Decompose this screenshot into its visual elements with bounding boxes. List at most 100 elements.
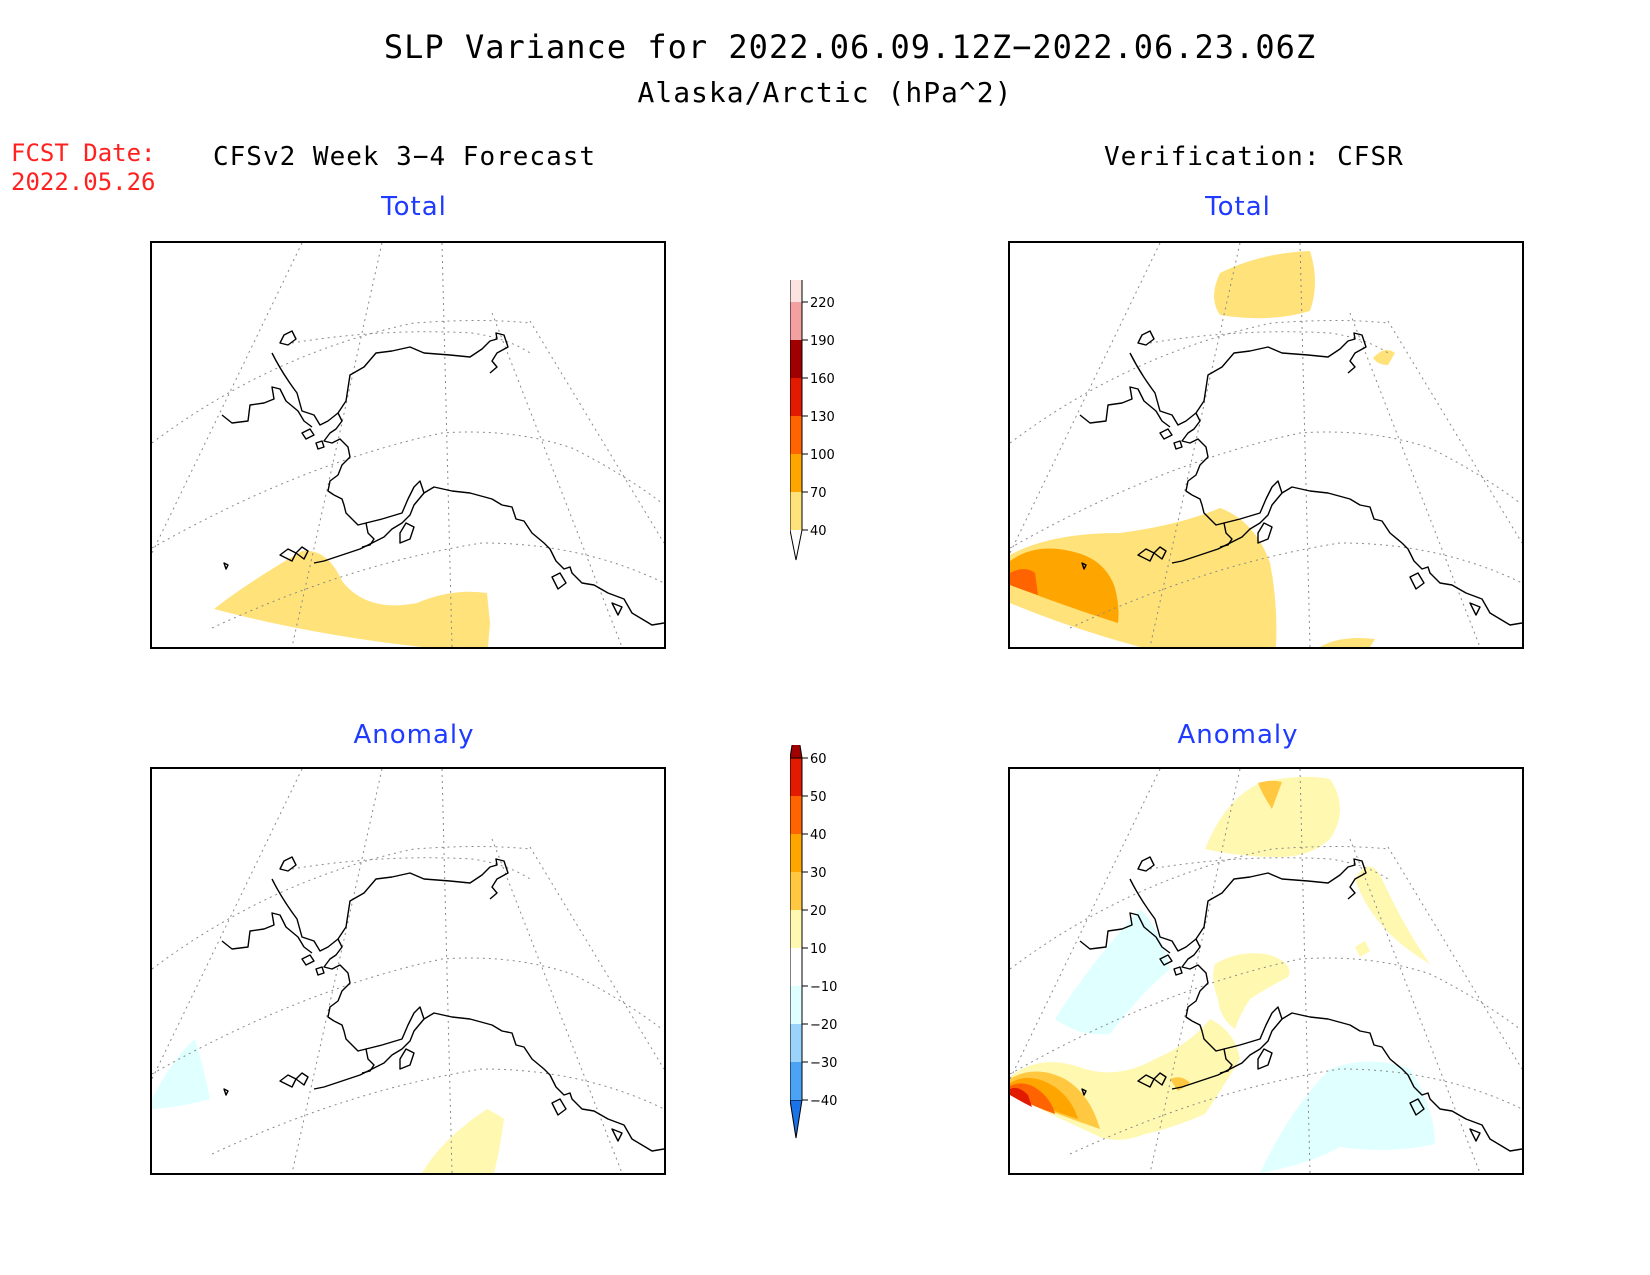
anom-10-20-region bbox=[422, 1109, 504, 1173]
coastline-segment bbox=[279, 856, 297, 872]
anom-50-60 bbox=[1010, 1087, 1032, 1107]
forecast-total-map bbox=[150, 241, 666, 649]
verification-total-map bbox=[1008, 241, 1524, 649]
anom-10-20-north bbox=[1205, 776, 1340, 857]
coastline-segment bbox=[1409, 1098, 1425, 1116]
coastline-segment bbox=[611, 602, 623, 616]
colorbar-segment bbox=[790, 796, 802, 834]
verification-anomaly-svg bbox=[1010, 769, 1522, 1173]
verification-total-svg bbox=[1010, 243, 1522, 647]
coastline-segment bbox=[295, 1072, 309, 1086]
anom-20-30-spot bbox=[1170, 1077, 1190, 1091]
verification-anomaly-title: Anomaly bbox=[1177, 720, 1299, 750]
anomaly-colorbar-segments: −40 −30 −20 −10 10 20 30 40 50 60 bbox=[790, 745, 837, 1139]
fcst-date-value: 2022.05.26 bbox=[11, 168, 156, 196]
graticule bbox=[152, 243, 664, 647]
coastline-segment bbox=[1079, 912, 1171, 954]
colorbar-segment bbox=[790, 416, 802, 454]
colorbar-segment bbox=[790, 1024, 802, 1062]
colorbar-tick-label: −40 bbox=[810, 1094, 837, 1109]
graticule-line bbox=[211, 1068, 664, 1155]
verification-total-shading bbox=[1010, 251, 1395, 647]
verification-column-header: Verification: CFSR bbox=[1104, 142, 1404, 172]
colorbar-tick-label: 50 bbox=[810, 790, 827, 805]
colorbar-tick-label: 160 bbox=[810, 372, 835, 387]
coastline-segment bbox=[271, 332, 509, 426]
colorbar-tick-label: 60 bbox=[810, 752, 827, 767]
coastline-segment bbox=[1153, 1072, 1167, 1086]
coastline-segment bbox=[1159, 428, 1173, 440]
coastline-segment bbox=[313, 480, 425, 564]
coastline-segment bbox=[333, 1020, 375, 1074]
graticule-line bbox=[152, 846, 531, 970]
colorbar-segment bbox=[790, 758, 802, 796]
forecast-anomaly-shading bbox=[152, 1039, 504, 1173]
colorbar-tick-label: 20 bbox=[810, 904, 827, 919]
coastline bbox=[1079, 330, 1522, 626]
colorbar-tick-label: −30 bbox=[810, 1056, 837, 1071]
coastline-segment bbox=[1181, 938, 1209, 1022]
forecast-column-header: CFSv2 Week 3−4 Forecast bbox=[213, 142, 597, 172]
graticule-line bbox=[1149, 331, 1389, 354]
colorbar-tick-label: 100 bbox=[810, 448, 835, 463]
colorbar-segment bbox=[790, 1062, 802, 1100]
colorbar-segment bbox=[790, 340, 802, 378]
total-70-100-region bbox=[1010, 548, 1119, 623]
graticule-line bbox=[152, 320, 531, 444]
coastline-segment bbox=[315, 440, 325, 450]
anom-10-20-east bbox=[1355, 866, 1430, 964]
coastline-segment bbox=[399, 522, 415, 544]
colorbar-segment bbox=[790, 910, 802, 948]
graticule-line bbox=[529, 846, 664, 1070]
graticule-line bbox=[291, 331, 531, 354]
graticule-line bbox=[529, 320, 664, 544]
coastline-segment bbox=[1081, 562, 1087, 570]
graticule-line bbox=[1349, 312, 1481, 647]
coastline-segment bbox=[301, 954, 315, 966]
anom-negative-southeast bbox=[1260, 1061, 1435, 1173]
graticule-line bbox=[1387, 846, 1522, 1070]
coastline-segment bbox=[1281, 486, 1522, 626]
page-subtitle: Alaska/Arctic (hPa^2) bbox=[637, 76, 1013, 109]
graticule-line bbox=[152, 431, 663, 549]
coastline-segment bbox=[315, 966, 325, 976]
coastline-segment bbox=[271, 858, 509, 952]
coastline-segment bbox=[221, 912, 313, 954]
colorbar-tick-label: 70 bbox=[810, 486, 827, 501]
graticule-line bbox=[491, 312, 623, 647]
graticule-line bbox=[1299, 243, 1311, 647]
colorbar-lower-end bbox=[790, 1099, 803, 1139]
colorbar-upper-end bbox=[790, 745, 803, 759]
colorbar-segment bbox=[790, 302, 802, 340]
graticule bbox=[1010, 243, 1522, 647]
total-40-70-region bbox=[1010, 508, 1277, 647]
total-east-spot bbox=[1373, 349, 1395, 365]
graticule-line bbox=[1069, 1068, 1522, 1155]
total-40-70-region bbox=[214, 550, 490, 647]
graticule-line bbox=[441, 769, 453, 1173]
graticule-line bbox=[1010, 846, 1389, 970]
forecast-anomaly-title: Anomaly bbox=[353, 720, 475, 750]
coastline-segment bbox=[1281, 1012, 1522, 1152]
colorbar-tick-label: 30 bbox=[810, 866, 827, 881]
total-south-sliver bbox=[1320, 638, 1375, 647]
anom-negative-west bbox=[1055, 909, 1170, 1035]
coastline-segment bbox=[313, 1006, 425, 1090]
verification-anomaly-shading bbox=[1010, 776, 1435, 1173]
graticule-line bbox=[1069, 542, 1522, 629]
graticule-line bbox=[291, 769, 383, 1173]
coastline-segment bbox=[279, 548, 297, 562]
graticule-line bbox=[152, 769, 303, 1080]
forecast-total-svg bbox=[152, 243, 664, 647]
page-title: SLP Variance for 2022.06.09.12Z−2022.06.… bbox=[383, 28, 1317, 66]
coastline-segment bbox=[1137, 856, 1155, 872]
graticule-line bbox=[1010, 320, 1389, 444]
colorbar-tick-label: 40 bbox=[810, 524, 827, 539]
graticule-line bbox=[1010, 431, 1521, 549]
coastline-segment bbox=[423, 486, 664, 626]
coastline-segment bbox=[323, 412, 351, 496]
coastline-segment bbox=[223, 1088, 229, 1096]
colorbar-segment bbox=[790, 986, 802, 1024]
coastline-segment bbox=[551, 1098, 567, 1116]
coastline-segment bbox=[1137, 330, 1155, 346]
